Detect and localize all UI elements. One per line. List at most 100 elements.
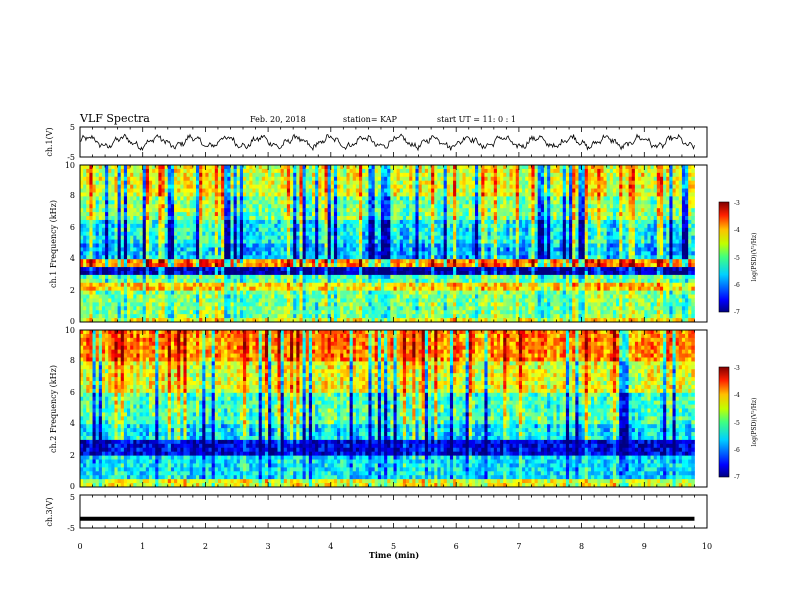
spectrogram-cell: [449, 306, 454, 311]
spectrogram-cell: [456, 243, 460, 248]
spectrogram-cell: [387, 239, 391, 244]
spectrogram-cell: [83, 247, 87, 252]
spectrogram-cell: [462, 172, 467, 178]
spectrogram-cell: [268, 208, 272, 213]
spectrogram-cell: [412, 165, 416, 170]
spectrogram-cell: [83, 200, 87, 205]
spectrogram-cell: [145, 204, 150, 209]
spectrogram-cell: [371, 286, 376, 292]
spectrogram-cell: [105, 196, 109, 201]
spectrogram-cell: [199, 306, 203, 311]
spectrogram-cell: [148, 290, 153, 295]
spectrogram-cell: [227, 259, 231, 264]
spectrogram-cell: [196, 278, 200, 284]
spectrogram-cell: [384, 306, 388, 311]
spectrogram-cell: [468, 251, 473, 256]
spectrogram-cell: [286, 274, 291, 280]
spectrogram-cell: [362, 263, 366, 268]
spectrogram-cell: [246, 227, 250, 233]
spectrogram-cell: [180, 286, 184, 292]
spectrogram-cell: [152, 274, 156, 280]
spectrogram-cell: [167, 255, 172, 260]
spectrogram-cell: [268, 200, 272, 205]
spectrogram-cell: [89, 235, 93, 240]
spectrogram-cell: [346, 255, 351, 260]
spectrogram-cell: [280, 247, 285, 252]
spectrogram-cell: [255, 216, 260, 221]
spectrogram-cell: [183, 314, 187, 319]
spectrogram-cell: [205, 208, 209, 213]
spectrogram-cell: [246, 270, 250, 276]
spectrogram-cell: [268, 216, 272, 221]
spectrogram-cell: [136, 286, 140, 292]
spectrogram-cell: [105, 306, 109, 311]
spectrogram-cell: [302, 188, 307, 193]
spectrogram-cell: [424, 184, 429, 189]
spectrogram-cell: [161, 298, 166, 303]
spectrogram-cell: [101, 251, 106, 256]
spectrogram-cell: [114, 259, 119, 264]
spectrogram-cell: [418, 200, 423, 205]
spectrogram-cell: [205, 282, 209, 288]
spectrogram-cell: [424, 180, 429, 186]
spectrogram-cell: [167, 196, 172, 201]
spectrogram-cell: [89, 263, 93, 268]
spectrogram-cell: [86, 278, 90, 284]
spectrogram-cell: [384, 290, 388, 295]
spectrogram-cell: [105, 184, 109, 189]
spectrogram-cell: [362, 318, 366, 323]
spectrogram-cell: [318, 251, 322, 256]
spectrogram-cell: [233, 314, 238, 319]
spectrogram-cell: [221, 282, 225, 288]
spectrogram-cell: [277, 219, 282, 225]
spectrogram-cell: [264, 231, 269, 237]
spectrogram-cell: [127, 168, 131, 174]
spectrogram-cell: [387, 290, 391, 295]
spectrogram-cell: [324, 278, 329, 284]
spectrogram-cell: [177, 294, 181, 299]
spectrogram-cell: [117, 176, 122, 182]
spectrogram-cell: [123, 200, 128, 205]
spectrogram-cell: [387, 247, 391, 252]
spectrogram-cell: [468, 200, 473, 205]
spectrogram-cell: [243, 223, 247, 229]
spectrogram-cell: [268, 318, 272, 323]
spectrogram-cell: [211, 243, 216, 248]
spectrogram-cell: [142, 298, 147, 303]
spectrogram-cell: [380, 314, 385, 319]
spectrogram-cell: [130, 239, 134, 244]
spectrogram-cell: [449, 278, 454, 284]
spectrogram-cell: [324, 294, 329, 299]
spectrogram-cell: [349, 180, 354, 186]
spectrogram-cell: [236, 290, 241, 295]
spectrogram-cell: [145, 212, 150, 217]
spectrogram-cell: [302, 227, 307, 233]
spectrogram-cell: [274, 251, 278, 256]
spectrogram-cell: [421, 318, 426, 323]
spectrogram-cell: [308, 286, 313, 292]
spectrogram-cell: [362, 298, 366, 303]
spectrogram-cell: [431, 172, 435, 178]
spectrogram-cell: [465, 208, 470, 213]
spectrogram-cell: [374, 310, 379, 315]
spectrogram-cell: [236, 184, 241, 189]
spectrogram-cell: [296, 318, 300, 323]
spectrogram-cell: [434, 212, 438, 217]
spectrogram-cell: [177, 286, 181, 292]
spectrogram-cell: [377, 200, 382, 205]
spectrogram-cell: [136, 267, 140, 272]
spectrogram-cell: [255, 243, 260, 248]
spectrogram-cell: [333, 239, 338, 244]
spectrogram-cell: [443, 176, 448, 182]
spectrogram-cell: [164, 314, 169, 319]
spectrogram-cell: [127, 267, 131, 272]
spectrogram-cell: [152, 212, 156, 217]
spectrogram-cell: [208, 243, 213, 248]
spectrogram-cell: [148, 247, 153, 252]
spectrogram-cell: [205, 165, 209, 170]
spectrogram-cell: [380, 219, 385, 225]
spectrogram-cell: [86, 208, 90, 213]
spectrogram-cell: [277, 282, 282, 288]
spectrogram-cell: [406, 314, 410, 319]
spectrogram-cell: [440, 239, 445, 244]
